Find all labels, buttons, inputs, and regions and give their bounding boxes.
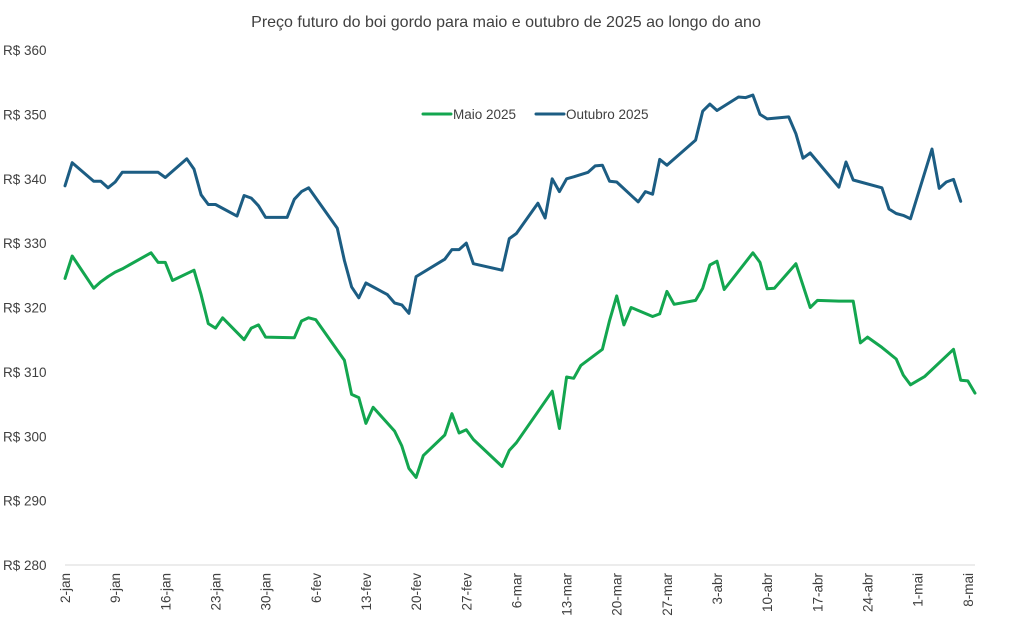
x-tick-label: 24-abr (861, 573, 876, 613)
x-tick-label: 2-jan (58, 573, 73, 603)
x-tick-label: 6-fev (309, 573, 324, 603)
x-tick-label: 3-abr (710, 572, 725, 604)
x-tick-label: 8-mai (961, 573, 976, 607)
y-tick-label: R$ 280 (3, 558, 47, 573)
y-tick-label: R$ 360 (3, 43, 47, 58)
legend: Maio 2025 Outubro 2025 (421, 107, 649, 122)
y-tick-label: R$ 350 (3, 107, 47, 122)
x-tick-label: 30-jan (259, 573, 274, 611)
chart-title: Preço futuro do boi gordo para maio e ou… (251, 14, 761, 31)
y-tick-label: R$ 340 (3, 172, 47, 187)
x-tick-label: 9-jan (108, 573, 123, 603)
x-tick-label: 20-mar (610, 573, 625, 616)
legend-label: Outubro 2025 (566, 107, 649, 122)
series-line-outubro-2025 (63, 93, 963, 315)
x-axis: 2-jan 9-jan 16-jan 23-jan 30-jan 6-fev 13-fev 2… (58, 564, 976, 616)
x-tick-label: 17-abr (810, 573, 825, 613)
y-tick-label: R$ 330 (3, 236, 47, 251)
x-tick-label: 6-mar (509, 573, 524, 609)
x-tick-label: 13-mar (560, 573, 575, 616)
y-axis: R$ 280 R$ 290 R$ 300 R$ 310 R$ 320 R$ 330 R$ 3… (3, 43, 47, 573)
y-tick-label: R$ 290 (3, 494, 47, 509)
x-tick-label: 10-abr (760, 573, 775, 613)
y-tick-label: R$ 310 (3, 365, 47, 380)
y-tick-label: R$ 300 (3, 429, 47, 444)
x-tick-label: 13-fev (359, 573, 374, 611)
legend-label: Maio 2025 (453, 107, 516, 122)
x-tick-label: 27-mar (660, 573, 675, 616)
x-tick-label: 1-mai (911, 573, 926, 607)
x-tick-label: 23-jan (208, 573, 223, 611)
x-tick-label: 16-jan (158, 573, 173, 611)
series-group (63, 93, 977, 479)
x-tick-label: 27-fev (459, 573, 474, 611)
series-line-maio-2025 (63, 251, 977, 479)
x-tick-label: 20-fev (409, 573, 424, 611)
y-tick-label: R$ 320 (3, 301, 47, 316)
